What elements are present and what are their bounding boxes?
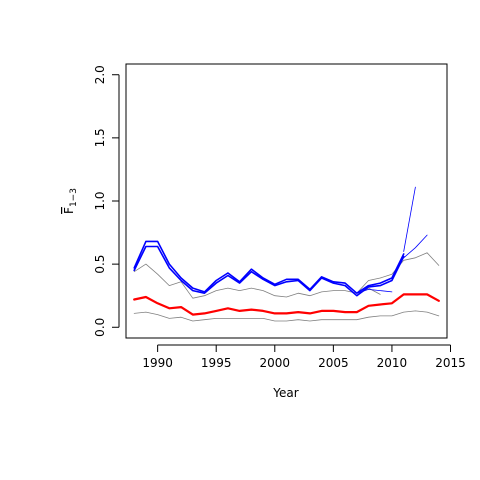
y-tick-label: 0.0 bbox=[93, 318, 107, 337]
series-line-4 bbox=[133, 293, 440, 316]
series-line-2 bbox=[133, 252, 440, 299]
x-tick-label: 1995 bbox=[201, 356, 232, 370]
series-line-9 bbox=[356, 289, 393, 294]
plot-frame bbox=[125, 63, 448, 339]
x-tick-label: 2000 bbox=[260, 356, 291, 370]
series-layer bbox=[133, 186, 440, 322]
y-tick-label: 1.0 bbox=[93, 191, 107, 210]
x-tick-label: 2010 bbox=[377, 356, 408, 370]
series-line-7 bbox=[403, 186, 416, 252]
y-tick-label: 2.0 bbox=[93, 65, 107, 84]
y-axis: 0.0 0.5 1.0 1.5 2.0 bbox=[93, 65, 120, 337]
x-axis-title: Year bbox=[272, 386, 298, 400]
x-tick-label: 2005 bbox=[318, 356, 349, 370]
x-tick-label: 2015 bbox=[435, 356, 466, 370]
series-line-1 bbox=[133, 310, 440, 322]
series-line-6 bbox=[133, 240, 405, 294]
y-axis-title: F1−3 bbox=[62, 188, 79, 214]
x-tick-label: 1990 bbox=[142, 356, 173, 370]
y-axis-title-main: F bbox=[62, 207, 76, 214]
y-tick-label: 0.5 bbox=[93, 255, 107, 274]
x-axis: 1990 1995 2000 2005 2010 2015 bbox=[142, 344, 466, 370]
y-tick-label: 1.5 bbox=[93, 128, 107, 147]
y-axis-title-sub: 1−3 bbox=[69, 188, 79, 207]
svg-text:F1−3: F1−3 bbox=[62, 188, 79, 214]
series-line-8 bbox=[403, 234, 428, 259]
series-line-5 bbox=[133, 245, 405, 297]
